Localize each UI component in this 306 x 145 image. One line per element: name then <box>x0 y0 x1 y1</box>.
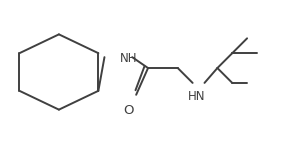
Text: O: O <box>123 104 133 117</box>
Text: HN: HN <box>188 90 205 103</box>
Text: NH: NH <box>120 52 138 65</box>
